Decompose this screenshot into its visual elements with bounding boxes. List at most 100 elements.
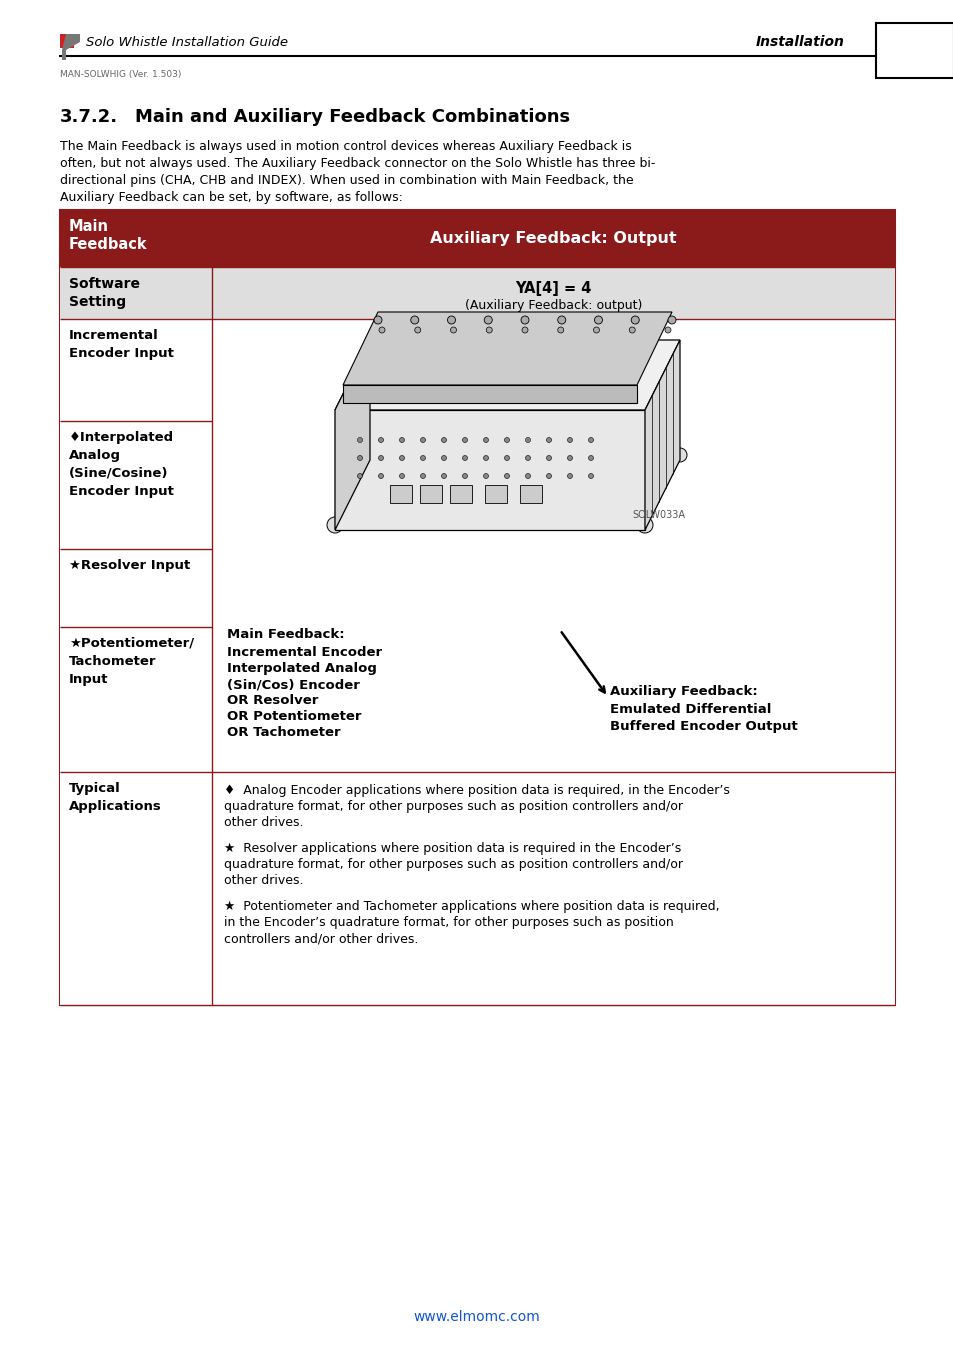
- Circle shape: [558, 327, 563, 333]
- Circle shape: [631, 316, 639, 324]
- Circle shape: [588, 455, 593, 460]
- Text: ★  Resolver applications where position data is required in the Encoder’s: ★ Resolver applications where position d…: [224, 842, 680, 855]
- Circle shape: [672, 448, 686, 462]
- Text: ♦Interpolated: ♦Interpolated: [69, 431, 174, 444]
- Polygon shape: [343, 385, 637, 404]
- Circle shape: [462, 437, 467, 443]
- Circle shape: [486, 327, 492, 333]
- Text: SOLW033A: SOLW033A: [631, 510, 684, 520]
- Circle shape: [399, 455, 404, 460]
- Bar: [60, 211, 894, 267]
- Circle shape: [327, 517, 343, 533]
- Polygon shape: [335, 340, 679, 410]
- Polygon shape: [335, 410, 644, 531]
- Text: Auxiliary Feedback can be set, by software, as follows:: Auxiliary Feedback can be set, by softwa…: [60, 190, 402, 204]
- Circle shape: [521, 327, 527, 333]
- Circle shape: [415, 327, 420, 333]
- Text: (Sin/Cos) Encoder: (Sin/Cos) Encoder: [227, 678, 359, 691]
- Circle shape: [441, 474, 446, 478]
- Circle shape: [594, 316, 602, 324]
- Text: Auxiliary Feedback: Output: Auxiliary Feedback: Output: [430, 231, 676, 246]
- Circle shape: [420, 437, 425, 443]
- Text: controllers and/or other drives.: controllers and/or other drives.: [224, 931, 418, 945]
- Text: Typical: Typical: [69, 782, 121, 795]
- Circle shape: [371, 448, 385, 462]
- Bar: [60, 319, 212, 421]
- Text: YA[4] = 4: YA[4] = 4: [515, 281, 591, 296]
- Text: OR Potentiometer: OR Potentiometer: [227, 710, 361, 724]
- Circle shape: [546, 455, 551, 460]
- Text: Main: Main: [69, 219, 109, 234]
- Circle shape: [378, 455, 383, 460]
- Circle shape: [357, 474, 362, 478]
- Circle shape: [447, 316, 455, 324]
- Text: Incremental Encoder: Incremental Encoder: [227, 647, 382, 659]
- Bar: [60, 772, 212, 1004]
- Circle shape: [567, 455, 572, 460]
- Text: often, but not always used. The Auxiliary Feedback connector on the Solo Whistle: often, but not always used. The Auxiliar…: [60, 157, 655, 170]
- Text: Main and Auxiliary Feedback Combinations: Main and Auxiliary Feedback Combinations: [135, 108, 570, 126]
- Circle shape: [378, 327, 385, 333]
- Circle shape: [558, 316, 565, 324]
- Text: Auxiliary Feedback:: Auxiliary Feedback:: [609, 684, 757, 698]
- Circle shape: [567, 474, 572, 478]
- Circle shape: [357, 455, 362, 460]
- Bar: [419, 485, 441, 504]
- Text: Installation: Installation: [755, 35, 844, 49]
- Bar: [875, 23, 953, 78]
- Text: quadrature format, for other purposes such as position controllers and/or: quadrature format, for other purposes su…: [224, 801, 682, 813]
- Circle shape: [588, 437, 593, 443]
- Circle shape: [525, 437, 530, 443]
- Text: Tachometer: Tachometer: [69, 655, 156, 668]
- Text: Feedback: Feedback: [69, 238, 148, 252]
- Bar: [212, 772, 894, 1004]
- Circle shape: [450, 327, 456, 333]
- Circle shape: [378, 437, 383, 443]
- Circle shape: [525, 455, 530, 460]
- Text: in the Encoder’s quadrature format, for other purposes such as position: in the Encoder’s quadrature format, for …: [224, 917, 673, 929]
- Bar: [519, 485, 541, 504]
- Polygon shape: [644, 340, 679, 531]
- Text: Encoder Input: Encoder Input: [69, 347, 173, 360]
- Text: www.elmomc.com: www.elmomc.com: [414, 1310, 539, 1324]
- Circle shape: [483, 474, 488, 478]
- Circle shape: [399, 437, 404, 443]
- Bar: [60, 549, 212, 626]
- Bar: [390, 485, 412, 504]
- Text: The Main Feedback is always used in motion control devices whereas Auxiliary Fee: The Main Feedback is always used in moti…: [60, 140, 631, 153]
- Circle shape: [546, 474, 551, 478]
- Circle shape: [441, 455, 446, 460]
- Circle shape: [420, 455, 425, 460]
- Circle shape: [441, 437, 446, 443]
- Text: Buffered Encoder Output: Buffered Encoder Output: [609, 720, 797, 733]
- Circle shape: [504, 474, 509, 478]
- Bar: [60, 267, 894, 319]
- Circle shape: [483, 455, 488, 460]
- Bar: [60, 626, 212, 772]
- Bar: [212, 319, 894, 772]
- Text: OR Resolver: OR Resolver: [227, 694, 318, 707]
- Text: ★Potentiometer/: ★Potentiometer/: [69, 637, 193, 649]
- Circle shape: [520, 316, 529, 324]
- Circle shape: [629, 327, 635, 333]
- Circle shape: [593, 327, 598, 333]
- Text: OR Tachometer: OR Tachometer: [227, 726, 340, 738]
- Circle shape: [567, 437, 572, 443]
- Text: Main Feedback:: Main Feedback:: [227, 628, 344, 641]
- Text: other drives.: other drives.: [224, 873, 303, 887]
- Circle shape: [637, 517, 652, 533]
- Bar: [450, 485, 472, 504]
- Polygon shape: [343, 312, 671, 385]
- Text: Incremental: Incremental: [69, 329, 158, 342]
- Circle shape: [546, 437, 551, 443]
- Text: Emulated Differential: Emulated Differential: [609, 703, 771, 716]
- Text: ★  Potentiometer and Tachometer applications where position data is required,: ★ Potentiometer and Tachometer applicati…: [224, 900, 719, 913]
- Bar: [60, 421, 212, 549]
- Circle shape: [667, 316, 676, 324]
- Text: (Sine/Cosine): (Sine/Cosine): [69, 467, 169, 481]
- Circle shape: [357, 437, 362, 443]
- Text: Analog: Analog: [69, 450, 121, 462]
- Circle shape: [462, 455, 467, 460]
- Circle shape: [484, 316, 492, 324]
- Circle shape: [504, 437, 509, 443]
